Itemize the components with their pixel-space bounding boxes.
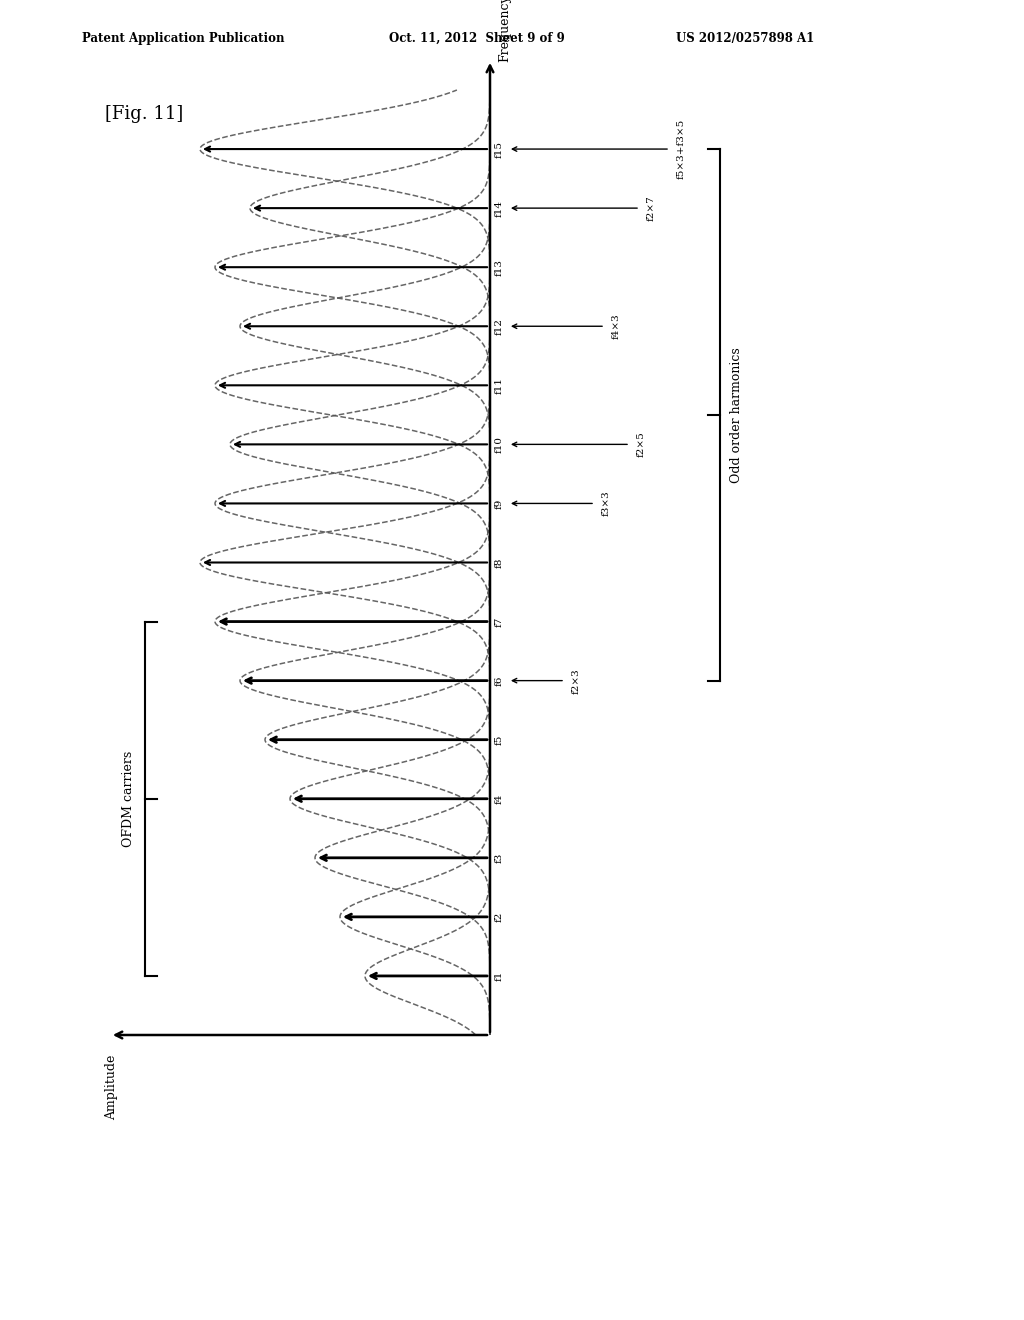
Text: f8: f8	[495, 557, 504, 568]
Text: f2×3: f2×3	[572, 668, 581, 693]
Text: f2×7: f2×7	[647, 195, 656, 220]
Text: f2: f2	[495, 912, 504, 923]
Text: f4×3: f4×3	[612, 313, 621, 339]
Text: f6: f6	[495, 676, 504, 686]
Text: f7: f7	[495, 616, 504, 627]
Text: f2×5: f2×5	[637, 432, 646, 457]
Text: f4: f4	[495, 793, 504, 804]
Text: Oct. 11, 2012  Sheet 9 of 9: Oct. 11, 2012 Sheet 9 of 9	[389, 32, 565, 45]
Text: f12: f12	[495, 318, 504, 335]
Text: [Fig. 11]: [Fig. 11]	[105, 106, 183, 123]
Text: US 2012/0257898 A1: US 2012/0257898 A1	[676, 32, 814, 45]
Text: f14: f14	[495, 199, 504, 216]
Text: OFDM carriers: OFDM carriers	[122, 751, 135, 847]
Text: f10: f10	[495, 436, 504, 453]
Text: f1: f1	[495, 970, 504, 981]
Text: f3×3: f3×3	[602, 491, 611, 516]
Text: f15: f15	[495, 140, 504, 157]
Text: Patent Application Publication: Patent Application Publication	[82, 32, 285, 45]
Text: f9: f9	[495, 498, 504, 508]
Text: f11: f11	[495, 376, 504, 393]
Text: Odd order harmonics: Odd order harmonics	[730, 347, 743, 483]
Text: f5: f5	[495, 734, 504, 744]
Text: f3: f3	[495, 853, 504, 863]
Text: f5×3+f3×5: f5×3+f3×5	[677, 119, 686, 180]
Text: Frequency: Frequency	[498, 0, 511, 62]
Text: f13: f13	[495, 259, 504, 276]
Text: Amplitude: Amplitude	[105, 1055, 118, 1121]
